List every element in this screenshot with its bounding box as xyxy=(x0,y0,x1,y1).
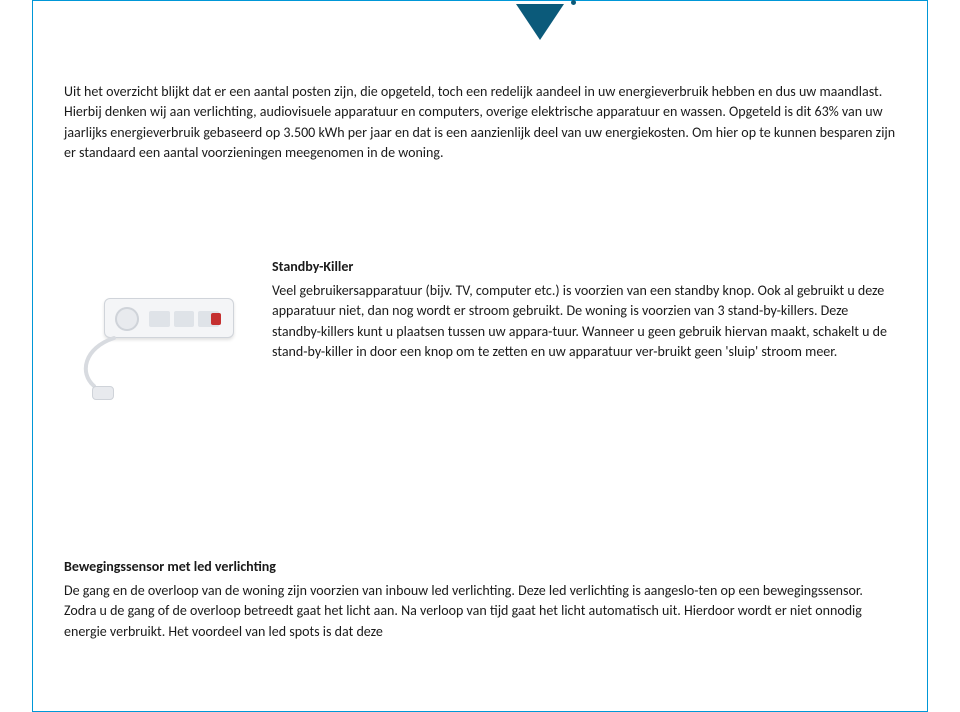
intro-paragraph: Uit het overzicht blijkt dat er een aant… xyxy=(64,82,896,163)
sensor-section: Bewegingssensor met led verlichting De g… xyxy=(64,558,896,642)
sensor-heading: Bewegingssensor met led verlichting xyxy=(64,558,896,575)
sensor-paragraph: De gang en de overloop van de woning zij… xyxy=(64,581,896,642)
standby-heading: Standby-Killer xyxy=(272,258,896,275)
plug-icon xyxy=(92,386,114,400)
decorative-dot xyxy=(571,0,576,5)
standby-section: Standby-Killer Veel gebruikersapparatuur… xyxy=(64,258,896,418)
cord-icon xyxy=(74,318,194,398)
standby-killer-image xyxy=(64,258,254,418)
intro-section: Uit het overzicht blijkt dat er een aant… xyxy=(64,82,896,163)
standby-paragraph: Veel gebruikersapparatuur (bijv. TV, com… xyxy=(272,281,896,362)
triangle-down-icon xyxy=(516,4,564,40)
